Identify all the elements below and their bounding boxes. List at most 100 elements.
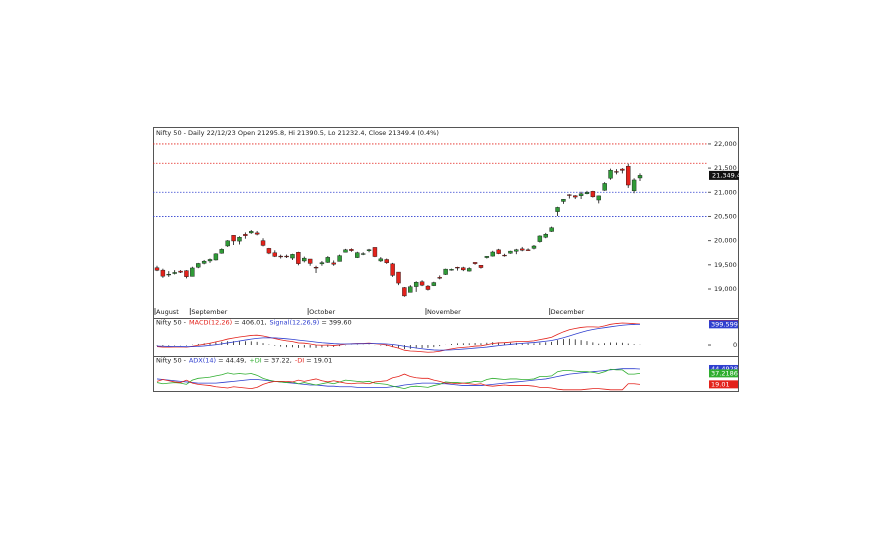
candle-body [225,240,230,247]
candle-body [490,251,495,257]
candle-body [207,259,213,262]
candle-body [201,260,207,264]
candle-body [384,259,389,263]
candle-body [425,285,431,290]
value-label: 399.599 [711,320,738,328]
indicator-line [156,368,641,388]
candle-body [278,255,283,258]
panel-label: Nifty 50 - ADX(14) = 44.49, +DI = 37.22, -DI =… [156,357,332,365]
series-name: Signal(12,26,9) [270,319,320,327]
candle-body [302,257,307,262]
panel-label-prefix: Nifty 50 - [156,357,187,365]
candle-body [290,254,295,259]
candle-body [519,248,525,251]
candle-body [602,183,607,191]
candle-body [549,227,554,232]
candle-body [584,192,590,194]
value-label: 19.01 [711,380,730,388]
candle-body [178,270,183,273]
candle-body [419,281,425,286]
y-tick-label: 22,000 [714,140,737,148]
candle-body [190,267,195,277]
candle-body [578,193,584,196]
candle-body [449,269,454,271]
y-tick-label: 21,500 [714,164,737,172]
candle-body [313,267,319,269]
candle-body [402,287,407,297]
candle-body [437,277,442,279]
series-readout: = 44.49, [218,357,246,365]
candle-body [196,263,201,268]
candle-body [372,247,378,257]
candle-body [484,256,490,258]
indicator-line [156,323,641,351]
candle-body [396,271,401,284]
candle-body [219,249,224,254]
candle-body [461,267,466,271]
candle-body [637,175,643,179]
series-name: MACD(12,26) [189,319,232,327]
candle-body [620,168,625,171]
candle-body [296,252,301,264]
series-name: -DI [295,357,304,365]
x-tick-label: October [309,308,335,316]
frame [153,127,739,392]
candle-body [508,250,513,254]
candle-body [555,207,560,212]
candle-body [455,267,460,269]
candle-body [390,263,395,276]
candle-body [502,254,507,257]
series-readout: = 19.01 [306,357,332,365]
value-box [709,364,738,373]
candle-body [284,255,289,258]
candle-body [525,249,531,251]
last-price-label: 21,349.4 [712,171,741,179]
candle-body [472,262,478,264]
y-tick-label: 21,000 [714,188,737,196]
candle-body [443,268,448,275]
indicator-line [156,368,641,390]
candle-body [360,253,366,255]
candle-body [266,248,272,254]
indicator-line [156,373,641,391]
value-box [709,380,738,389]
candle-body [237,237,242,242]
y-tick-label: 19,500 [714,261,737,269]
x-tick-label: November [427,308,461,316]
candle-body [596,195,601,201]
candle-body [478,265,484,268]
candle-body [349,249,354,251]
candle-body [307,258,313,264]
candle-body [319,262,325,265]
candle-body [614,171,619,173]
candle-body [626,165,631,186]
candle-body [160,269,166,277]
candle-body [531,245,537,249]
candle-body [213,253,219,261]
candle-body [608,169,613,179]
candle-body [631,179,637,192]
value-box [709,320,738,329]
candle-body [466,268,472,272]
candle-body [243,234,248,236]
candle-body [166,273,171,276]
candle-body [331,262,336,265]
candle-body [355,252,360,258]
candle-body [325,257,331,263]
candle-body [573,195,578,198]
candle-body [254,232,260,235]
candle-body [543,234,548,238]
series-name: +DI [249,357,261,365]
indicator-line [156,322,641,353]
candle-body [514,249,519,252]
series-name: ADX(14) [189,357,216,365]
candle-body [567,194,572,196]
candle-body [249,231,254,234]
candle-body [366,249,372,251]
y-tick-label: 19,000 [714,285,737,293]
candle-body [408,286,413,293]
y-tick-label: 20,500 [714,212,737,220]
